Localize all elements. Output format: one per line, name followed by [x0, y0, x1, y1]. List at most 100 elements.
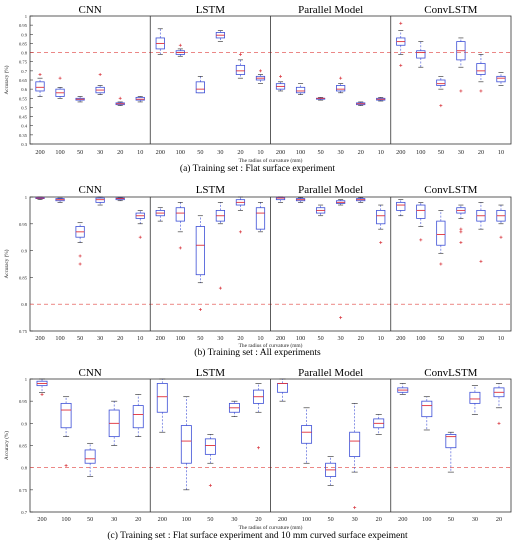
caption-a: (a) Training set : Flat surface experime… [179, 164, 336, 174]
outlier-point [479, 89, 483, 93]
box-iqr [156, 383, 168, 413]
box [115, 197, 125, 202]
box-iqr [421, 400, 433, 418]
box [416, 202, 426, 242]
x-tick-label: 20 [358, 335, 364, 342]
box [255, 69, 266, 84]
x-tick-label: 20 [376, 516, 382, 523]
box [215, 30, 226, 42]
caption-c: (c) Training set : Flat surface experime… [107, 531, 408, 541]
y-tick-label: 0.85 [19, 41, 28, 46]
outlier-point [178, 43, 182, 47]
y-tick-label: 0.45 [19, 115, 28, 120]
x-tick-label: 50 [207, 516, 213, 523]
box [301, 407, 313, 464]
x-tick-label: 20 [237, 149, 243, 156]
caption-b: (b) Training set : All experiments [194, 348, 321, 358]
y-tick-label: 1 [25, 195, 28, 200]
outlier-point [379, 241, 383, 245]
panel-title: Parallel Model [298, 367, 363, 379]
box [155, 207, 165, 222]
outlier-point [459, 241, 463, 245]
y-tick-label: 0.65 [19, 78, 28, 83]
chart-0: 0.3 0.35 0.4 0.45 0.5 0.55 0.6 0.65 0.7 0.75 0.8 0.… [3, 4, 512, 164]
x-tick-label: 30 [111, 516, 117, 523]
box [35, 196, 45, 200]
box [108, 400, 120, 446]
x-tick-label: 30 [338, 335, 344, 342]
y-tick-label: 0.9 [21, 32, 27, 37]
box [356, 101, 366, 106]
box [132, 394, 144, 437]
box-iqr [195, 226, 205, 276]
box-iqr [277, 383, 288, 393]
box-iqr [180, 425, 192, 464]
box [416, 41, 426, 68]
outlier-point [78, 254, 82, 258]
box [436, 76, 446, 108]
x-tick-label: 100 [55, 335, 64, 342]
x-tick-label: 30 [97, 335, 103, 342]
box [135, 210, 145, 239]
box-iqr [349, 431, 361, 457]
outlier-point [198, 308, 202, 312]
x-tick-label: 20 [237, 335, 243, 342]
x-tick-label: 200 [396, 149, 405, 156]
box [436, 210, 446, 266]
x-tick-label: 50 [438, 149, 444, 156]
outlier-point [459, 230, 463, 234]
box-iqr [436, 220, 446, 246]
box [175, 43, 185, 57]
y-tick-label: 0.85 [19, 275, 28, 280]
x-tick-label: 50 [438, 335, 444, 342]
box-iqr [416, 50, 426, 59]
x-tick-label: 30 [472, 516, 478, 523]
outlier-point [279, 74, 283, 78]
box-iqr [175, 207, 185, 222]
box [228, 400, 240, 417]
y-tick-label: 0.5 [21, 105, 27, 110]
x-tick-label: 10 [137, 149, 143, 156]
outlier-point [399, 63, 403, 67]
x-tick-label: 50 [448, 516, 454, 523]
y-tick-label: 0.55 [19, 96, 28, 101]
box [115, 96, 125, 106]
box [376, 97, 386, 102]
box [476, 54, 486, 93]
y-tick-label: 0.7 [21, 69, 27, 74]
x-tick-label: 100 [176, 335, 185, 342]
x-tick-label: 100 [422, 516, 431, 523]
y-tick-label: 0.95 [19, 222, 28, 227]
x-tick-label: 30 [338, 149, 344, 156]
x-tick-label: 20 [496, 516, 502, 523]
box [35, 73, 45, 97]
box [295, 197, 306, 203]
x-tick-label: 10 [498, 335, 504, 342]
outlier-point [258, 69, 262, 73]
outlier-point [238, 230, 242, 234]
box [373, 414, 385, 435]
box [235, 196, 246, 234]
box [255, 202, 266, 233]
box [456, 37, 466, 93]
box [397, 383, 409, 395]
box-iqr [469, 391, 481, 404]
outlier-point [439, 262, 443, 266]
y-tick-label: 0.7 [21, 510, 27, 515]
x-tick-label: 50 [197, 335, 203, 342]
box [75, 222, 85, 266]
box [445, 431, 457, 473]
box [156, 378, 168, 433]
y-tick-label: 0.8 [21, 302, 27, 307]
box [275, 196, 286, 203]
x-tick-label: 50 [318, 149, 324, 156]
y-axis-label: Accuracy (%) [3, 431, 10, 460]
outlier-point [339, 316, 343, 320]
box [469, 385, 481, 415]
x-tick-label: 200 [278, 516, 287, 523]
chart-1: 0.75 0.8 0.85 0.9 0.95 1 Accuracy (%) CNN 200 100… [3, 184, 512, 349]
x-tick-label: 100 [296, 335, 305, 342]
x-tick-label: 20 [117, 149, 123, 156]
x-tick-label: 100 [176, 149, 185, 156]
